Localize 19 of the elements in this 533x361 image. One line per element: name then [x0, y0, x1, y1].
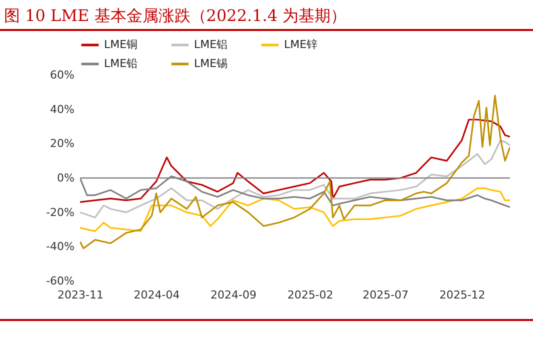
- x-tick-label: 2025-12: [439, 288, 486, 302]
- legend-label: LME铝: [194, 38, 228, 51]
- y-tick-label: 0%: [57, 172, 74, 184]
- y-tick-label: 40%: [50, 102, 74, 116]
- x-tick-label: 2025-02: [287, 288, 334, 302]
- y-tick-label: 60%: [50, 68, 74, 82]
- legend-label: LME锡: [194, 57, 228, 70]
- legend-label: LME锌: [284, 38, 318, 51]
- y-tick-label: 20%: [50, 137, 74, 150]
- x-tick-label: 2024-09: [210, 288, 257, 302]
- y-tick-label: -40%: [46, 240, 74, 254]
- x-tick-label: 2025-07: [362, 288, 409, 302]
- chart-title: 图 10 LME 基本金属涨跌（2022.1.4 为基期）: [3, 5, 348, 27]
- x-tick-label: 2023-11: [58, 288, 104, 302]
- legend-label: LME铅: [104, 57, 138, 70]
- y-tick-label: -20%: [46, 206, 74, 219]
- x-tick-label: 2024-04: [134, 288, 180, 302]
- y-tick-label: -60%: [46, 274, 74, 288]
- legend-label: LME铜: [104, 38, 138, 51]
